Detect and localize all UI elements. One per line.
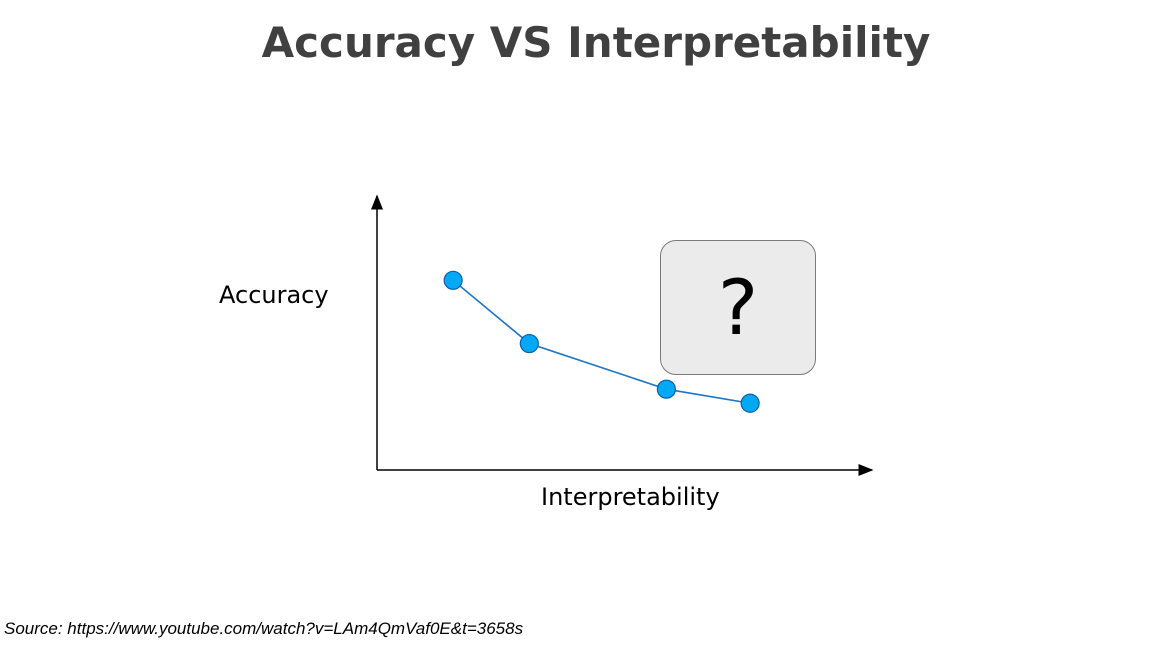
- source-citation: Source: https://www.youtube.com/watch?v=…: [4, 619, 524, 638]
- data-point-4: [740, 393, 760, 413]
- x-axis-label: Interpretability: [541, 483, 720, 511]
- question-mark-callout: ?: [660, 240, 816, 375]
- data-point-2: [519, 333, 539, 354]
- page-title: Accuracy VS Interpretability: [261, 18, 931, 67]
- question-mark-text: ?: [717, 263, 759, 352]
- y-axis-label: Accuracy: [219, 281, 329, 309]
- data-point-3: [656, 379, 676, 399]
- data-point-1: [443, 270, 463, 290]
- series-line: [452, 279, 751, 405]
